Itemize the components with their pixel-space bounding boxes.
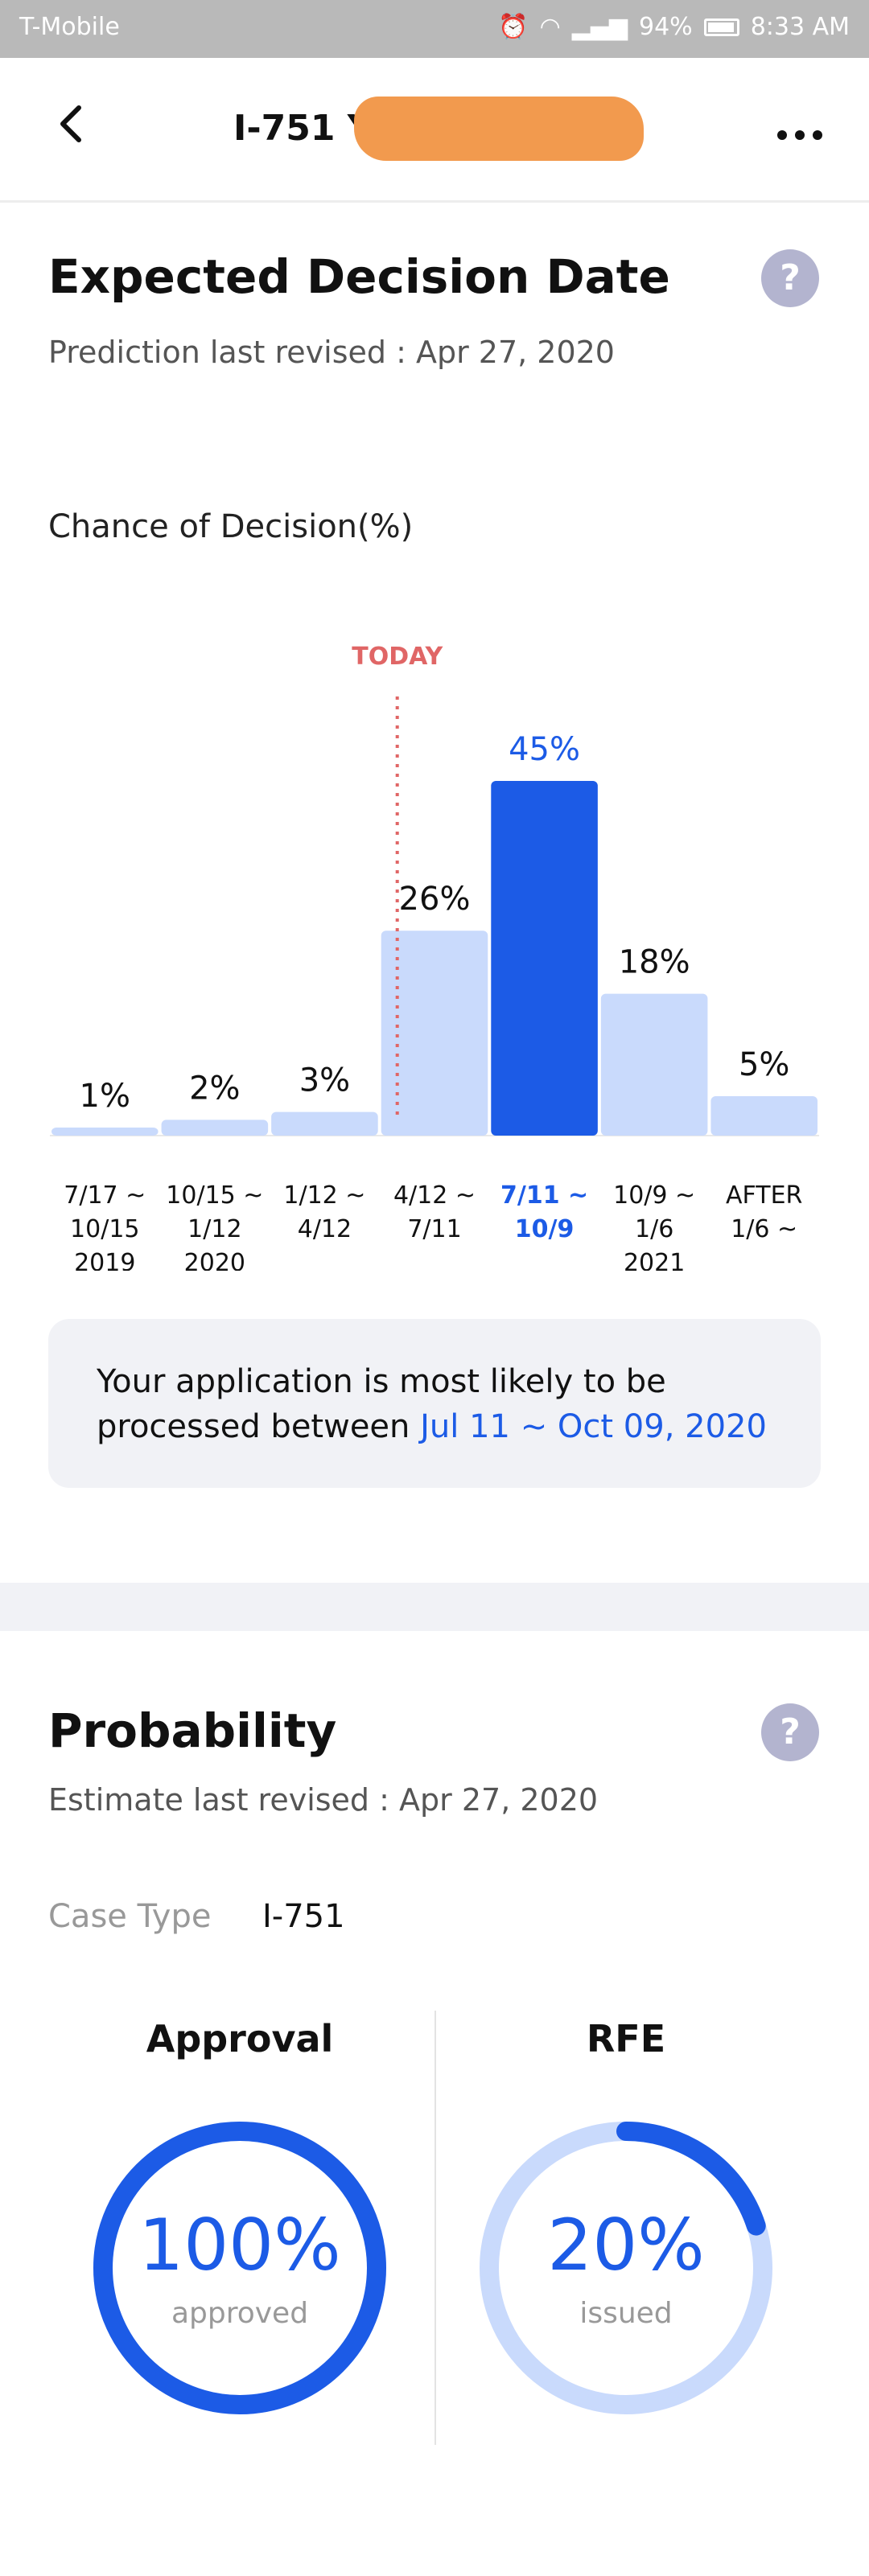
- bar-value-label: 45%: [509, 731, 580, 768]
- redaction-mark: [354, 97, 644, 161]
- category-label: 2019: [74, 1249, 135, 1271]
- bar-value-label: 5%: [739, 1046, 789, 1083]
- decision-callout: Your application is most likely to be pr…: [48, 1319, 821, 1488]
- rfe-title: RFE: [586, 2017, 666, 2060]
- section-divider: [0, 1583, 869, 1631]
- status-icons: ⏰ ◠ ▂▄▆ 94% 8:33 AM: [498, 13, 850, 41]
- bar-0: [51, 1128, 159, 1136]
- carrier-label: T-Mobile: [19, 13, 120, 41]
- decision-chart: 1% 7/17 ~ 10/15 2019 2% 10/15 ~ 1/12 2020 3% 1/12…: [50, 643, 819, 1271]
- question-icon: ?: [780, 1711, 801, 1752]
- category-label: 1/6 ~: [731, 1215, 797, 1243]
- category-label: 7/11 ~: [500, 1181, 588, 1210]
- category-label: 1/12 ~: [283, 1181, 365, 1210]
- rfe-arc: [480, 2122, 772, 2414]
- approval-gauge: [93, 2122, 386, 2414]
- case-type-label: Case Type: [48, 1898, 212, 1935]
- bar-value-label: 2%: [189, 1070, 240, 1107]
- wifi-icon: ◠: [539, 13, 561, 41]
- bar-value-label: 1%: [80, 1078, 130, 1115]
- category-label: AFTER: [726, 1181, 802, 1210]
- bar-value-label: 26%: [399, 881, 471, 918]
- clock: 8:33 AM: [750, 13, 850, 41]
- category-label: 1/12: [187, 1215, 241, 1243]
- page-title: I-751 Y: [233, 108, 373, 149]
- category-label: 2021: [624, 1249, 685, 1271]
- bar-2: [271, 1111, 378, 1136]
- bar-value-label: 18%: [619, 944, 690, 981]
- today-label: TODAY: [352, 643, 443, 671]
- bar-6: [710, 1096, 818, 1136]
- question-icon: ?: [780, 257, 801, 298]
- category-label: 1/6: [635, 1215, 673, 1243]
- decision-revised: Prediction last revised : Apr 27, 2020: [48, 335, 615, 370]
- approval-arc: [93, 2122, 386, 2414]
- battery-icon: [703, 18, 739, 36]
- category-label: 10/15 ~: [166, 1181, 263, 1210]
- signal-icon: ▂▄▆: [571, 13, 628, 41]
- bar-4: [491, 781, 598, 1136]
- more-horizontal-icon: [777, 130, 822, 140]
- approval-caption: approved: [171, 2297, 309, 2330]
- callout-text: Your application is most likely to be pr…: [97, 1363, 666, 1445]
- probability-help-button[interactable]: ?: [761, 1703, 819, 1761]
- probability-title: Probability: [48, 1703, 337, 1758]
- case-type-value: I-751: [262, 1898, 345, 1935]
- more-button[interactable]: [776, 106, 824, 153]
- gauge-separator: [434, 2011, 436, 2445]
- approval-value: 100%: [138, 2204, 341, 2286]
- chart-label: Chance of Decision(%): [48, 508, 414, 545]
- approval-title: Approval: [146, 2017, 334, 2060]
- category-label: 10/9: [515, 1215, 575, 1243]
- back-button[interactable]: [48, 100, 97, 148]
- decision-help-button[interactable]: ?: [761, 249, 819, 307]
- category-label: 10/15: [70, 1215, 139, 1243]
- rfe-caption: issued: [579, 2297, 673, 2330]
- category-label: 4/12: [298, 1215, 352, 1243]
- category-label: 2020: [184, 1249, 245, 1271]
- battery-percent: 94%: [639, 13, 693, 41]
- bar-5: [600, 993, 708, 1136]
- bar-1: [161, 1120, 269, 1136]
- category-label: 7/17 ~: [64, 1181, 146, 1210]
- bar-3: [381, 931, 488, 1136]
- category-label: 10/9 ~: [613, 1181, 695, 1210]
- probability-revised: Estimate last revised : Apr 27, 2020: [48, 1782, 599, 1818]
- bar-value-label: 3%: [299, 1062, 350, 1099]
- app-bar: I-751 Y: [0, 58, 869, 203]
- decision-title: Expected Decision Date: [48, 249, 670, 304]
- category-label: 4/12 ~: [393, 1181, 476, 1210]
- rfe-value: 20%: [547, 2204, 705, 2286]
- chevron-left-icon: [60, 105, 81, 142]
- callout-range: Jul 11 ~ Oct 09, 2020: [420, 1408, 767, 1445]
- rfe-gauge: [480, 2122, 772, 2414]
- status-bar: T-Mobile ⏰ ◠ ▂▄▆ 94% 8:33 AM: [0, 0, 869, 58]
- category-label: 7/11: [407, 1215, 461, 1243]
- alarm-icon: ⏰: [498, 13, 529, 41]
